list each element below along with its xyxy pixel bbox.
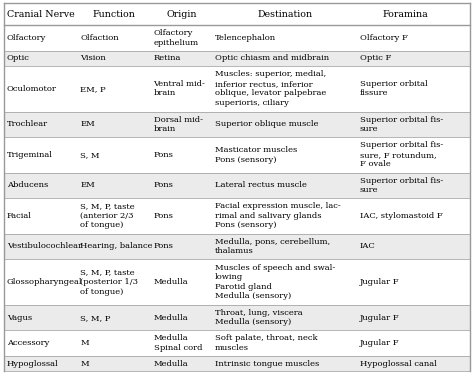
Text: Ventral mid-
brain: Ventral mid- brain xyxy=(154,80,205,97)
Text: Trigeminal: Trigeminal xyxy=(7,151,53,159)
Text: Pons: Pons xyxy=(154,242,173,251)
Text: Origin: Origin xyxy=(166,10,197,19)
Text: Telencephalon: Telencephalon xyxy=(215,34,276,42)
Bar xyxy=(4,66,470,112)
Text: Intrinsic tongue muscles: Intrinsic tongue muscles xyxy=(215,360,319,367)
Text: Accessory: Accessory xyxy=(7,339,49,347)
Text: Vagus: Vagus xyxy=(7,314,32,322)
Text: Jugular F: Jugular F xyxy=(360,278,400,286)
Text: IAC, stylomastoid F: IAC, stylomastoid F xyxy=(360,212,443,220)
Text: Glossopharyngeal: Glossopharyngeal xyxy=(7,278,82,286)
Text: Masticator muscles
Pons (sensory): Masticator muscles Pons (sensory) xyxy=(215,146,298,164)
Text: Hypoglossal: Hypoglossal xyxy=(7,360,58,367)
Bar xyxy=(4,173,470,198)
Text: Destination: Destination xyxy=(257,10,312,19)
Text: Hearing, balance: Hearing, balance xyxy=(80,242,153,251)
Text: Jugular F: Jugular F xyxy=(360,314,400,322)
Text: S, M, P, taste
(anterior 2/3
of tongue): S, M, P, taste (anterior 2/3 of tongue) xyxy=(80,203,135,229)
Bar xyxy=(4,137,470,173)
Text: S, M, P, taste
(posterior 1/3
of tongue): S, M, P, taste (posterior 1/3 of tongue) xyxy=(80,269,138,295)
Text: Pons: Pons xyxy=(154,181,173,189)
Text: Vestibulocochlear: Vestibulocochlear xyxy=(7,242,82,251)
Text: Medulla: Medulla xyxy=(154,360,188,367)
Bar xyxy=(4,25,470,51)
Text: Abducens: Abducens xyxy=(7,181,48,189)
Text: Oculomotor: Oculomotor xyxy=(7,85,56,93)
Text: Soft palate, throat, neck
muscles: Soft palate, throat, neck muscles xyxy=(215,335,318,352)
Text: M: M xyxy=(80,339,89,347)
Text: Muscles of speech and swal-
lowing
Parotid gland
Medulla (sensory): Muscles of speech and swal- lowing Parot… xyxy=(215,264,336,300)
Text: Pons: Pons xyxy=(154,212,173,220)
Text: Optic F: Optic F xyxy=(360,54,391,62)
Text: Vision: Vision xyxy=(80,54,106,62)
Text: Olfactory
epithelium: Olfactory epithelium xyxy=(154,29,199,47)
Text: Olfactory: Olfactory xyxy=(7,34,46,42)
Text: Optic: Optic xyxy=(7,54,29,62)
Text: Pons: Pons xyxy=(154,151,173,159)
Text: Muscles: superior, medial,
inferior rectus, inferior
oblique, levator palpebrae
: Muscles: superior, medial, inferior rect… xyxy=(215,70,327,107)
Text: Trochlear: Trochlear xyxy=(7,120,48,128)
Text: Medulla, pons, cerebellum,
thalamus: Medulla, pons, cerebellum, thalamus xyxy=(215,238,330,255)
Bar xyxy=(4,305,470,330)
Text: EM, P: EM, P xyxy=(80,85,106,93)
Text: Superior oblique muscle: Superior oblique muscle xyxy=(215,120,319,128)
Text: Superior orbital fis-
sure: Superior orbital fis- sure xyxy=(360,177,443,194)
Text: EM: EM xyxy=(80,120,95,128)
Bar xyxy=(4,234,470,259)
Text: Function: Function xyxy=(92,10,136,19)
Text: IAC: IAC xyxy=(360,242,375,251)
Text: Superior orbital
fissure: Superior orbital fissure xyxy=(360,80,428,97)
Text: Medulla
Spinal cord: Medulla Spinal cord xyxy=(154,335,202,352)
Text: Jugular F: Jugular F xyxy=(360,339,400,347)
Text: Facial: Facial xyxy=(7,212,32,220)
Bar xyxy=(4,330,470,356)
Text: Optic chiasm and midbrain: Optic chiasm and midbrain xyxy=(215,54,329,62)
Text: EM: EM xyxy=(80,181,95,189)
Text: Facial expression muscle, lac-
rimal and salivary glands
Pons (sensory): Facial expression muscle, lac- rimal and… xyxy=(215,203,341,229)
Text: S, M, P: S, M, P xyxy=(80,314,110,322)
Text: Retina: Retina xyxy=(154,54,181,62)
Text: Olfaction: Olfaction xyxy=(80,34,118,42)
Bar xyxy=(4,259,470,305)
Text: Medulla: Medulla xyxy=(154,278,188,286)
Bar xyxy=(4,51,470,66)
Text: Superior orbital fis-
sure: Superior orbital fis- sure xyxy=(360,116,443,133)
Text: Medulla: Medulla xyxy=(154,314,188,322)
Text: Hypoglossal canal: Hypoglossal canal xyxy=(360,360,437,367)
Text: Olfactory F: Olfactory F xyxy=(360,34,408,42)
Bar xyxy=(4,198,470,234)
Bar xyxy=(4,356,470,371)
Text: Foramina: Foramina xyxy=(383,10,428,19)
Text: Lateral rectus muscle: Lateral rectus muscle xyxy=(215,181,307,189)
Text: Superior orbital fis-
sure, F rotundum,
F ovale: Superior orbital fis- sure, F rotundum, … xyxy=(360,141,443,168)
Text: Throat, lung, viscera
Medulla (sensory): Throat, lung, viscera Medulla (sensory) xyxy=(215,309,303,326)
Text: Cranial Nerve: Cranial Nerve xyxy=(7,10,74,19)
Text: S, M: S, M xyxy=(80,151,100,159)
Text: Dorsal mid-
brain: Dorsal mid- brain xyxy=(154,116,202,133)
Bar xyxy=(4,112,470,137)
Text: M: M xyxy=(80,360,89,367)
Bar xyxy=(4,3,470,25)
